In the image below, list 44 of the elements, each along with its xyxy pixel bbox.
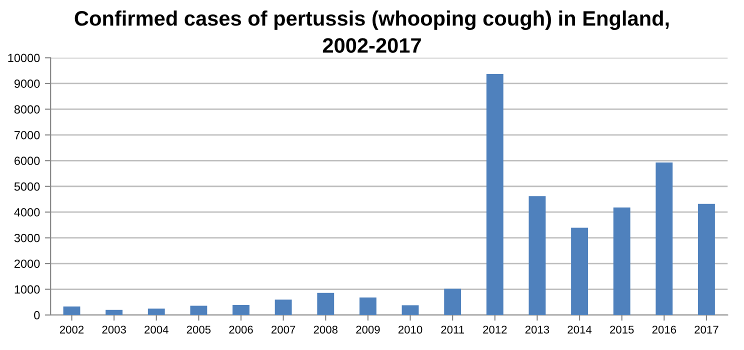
x-tick-label: 2015 (610, 326, 634, 334)
x-tick-label: 2005 (186, 326, 211, 334)
y-tick-label: 7000 (14, 130, 40, 140)
x-tick-label: 2013 (525, 326, 550, 334)
x-tick-label: 2016 (652, 326, 676, 334)
bar (486, 74, 504, 315)
bar (571, 228, 588, 315)
chart-title: Confirmed cases of pertussis (whooping cough) in England, 2002-2017 (74, 10, 669, 53)
bar (274, 300, 292, 315)
bar (528, 196, 546, 315)
bar (63, 306, 80, 315)
y-tick-label: 6000 (14, 156, 40, 166)
y-tick-label: 1000 (14, 285, 40, 294)
y-tick-label: 4000 (14, 208, 40, 216)
bar (232, 304, 250, 315)
x-tick-label: 2009 (356, 326, 380, 334)
y-tick-label: 5000 (14, 182, 40, 191)
y-tick-label: 0 (34, 311, 40, 320)
y-tick-label: 2000 (14, 260, 40, 268)
y-tick-label: 10000 (8, 54, 40, 62)
x-tick-label: 2017 (694, 326, 718, 334)
bar (359, 298, 376, 315)
y-tick-label: 9000 (14, 80, 40, 88)
x-tick-label: 2004 (144, 326, 168, 334)
x-tick-label: 2008 (314, 326, 338, 334)
bar (402, 305, 419, 315)
bar (106, 310, 123, 315)
bar (148, 308, 165, 315)
x-tick-label: 2012 (483, 326, 507, 334)
bar (656, 162, 673, 315)
x-tick-label: 2007 (272, 326, 296, 334)
x-tick-label: 2002 (60, 326, 84, 334)
bar (190, 306, 208, 315)
y-tick-label: 3000 (14, 234, 40, 242)
bar (698, 204, 715, 315)
bar (613, 207, 630, 315)
x-tick-label: 2006 (229, 326, 253, 334)
x-tick-label: 2014 (568, 326, 592, 334)
y-tick-label: 8000 (14, 105, 40, 114)
x-tick-label: 2011 (441, 326, 464, 334)
bar (317, 292, 334, 315)
x-tick-label: 2010 (398, 326, 422, 334)
bar (444, 288, 462, 315)
x-tick-label: 2003 (102, 326, 126, 334)
